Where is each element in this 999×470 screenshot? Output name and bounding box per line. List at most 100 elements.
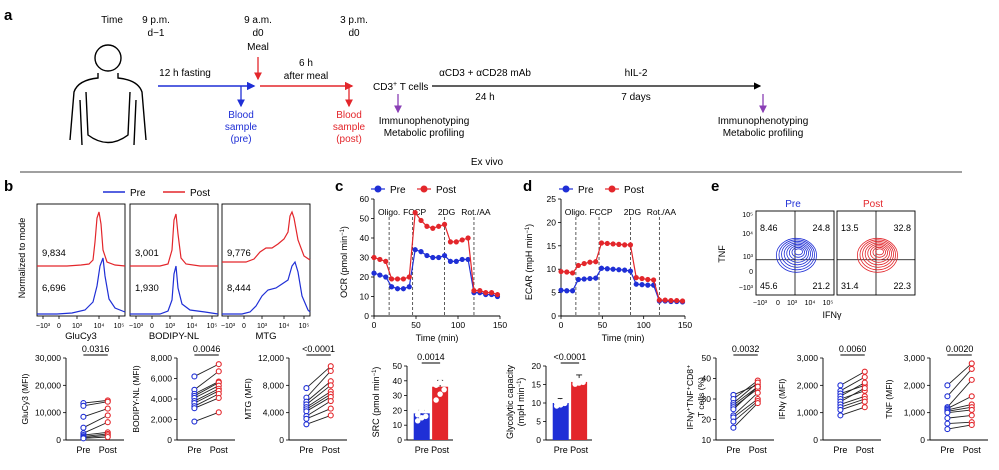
bodipy-pair-line [194,390,219,404]
ocr-ylabel: OCR (pmol min−1) [339,226,349,298]
tnf-mfi-post-point [968,421,975,429]
ecar-injection-label: FCCP [589,207,612,217]
ecar-point-pre [610,266,616,272]
ecar-point-pre [604,266,610,272]
src-data-point [441,386,447,393]
ocr-point-post [389,276,395,282]
panel-a: a Time 9 p.m. d−1 9 a.m. d0 Meal 3 p.m. … [4,7,962,173]
mtg-pre-point [303,385,310,392]
glyco-ytick-label: 15 [532,380,542,390]
ocr-point-pre [371,270,377,276]
flow-post-contour [864,242,892,266]
bodipy-xtick-label: Pre [187,445,201,455]
ecar-point-post [616,241,622,247]
ocr-point-post [453,239,459,245]
glucy3-pair-line [83,421,108,434]
histogram-tick-label: 10⁴ [94,323,105,330]
ocr-xtick-label: 0 [372,320,377,330]
glucy3-xtick-label: Pre [76,445,90,455]
blood-post-l2: sample [333,122,366,133]
ecar-point-pre [558,287,564,293]
ecar-injection-label: Rot./AA [647,207,677,217]
bodipy-post-point [215,361,222,368]
legend-c-post: Post [436,185,456,196]
glyco-data-point [561,397,568,403]
histogram-post-mfi: 9,834 [42,248,66,259]
ocr-point-post [371,254,377,261]
ecar-ytick-label: 5 [551,288,556,298]
ecar-point-pre [587,275,593,282]
ifng-mfi-ylabel: IFNγ (MFI) [777,379,787,420]
mtg-ytick-label: 12,000 [258,353,284,363]
ocr-point-post [418,217,424,224]
flow-pre-contour [794,248,803,256]
ecar-ytick-label: 25 [547,194,557,204]
glucy3-post-point [104,419,111,426]
ocr-point-pre [459,256,465,263]
ifng-mfi-pair-line [840,398,865,408]
histogram-xlabel: MTG [255,331,276,342]
ocr-series-post-line [373,211,498,296]
glucy3-pair-line [83,399,108,404]
glucy3-pair-line [83,434,108,438]
histogram-tick-label: −10³ [221,323,236,330]
tnf-mfi-pre-point [944,382,951,389]
glyco-ytick-label: 10 [532,398,542,408]
ocr-point-post [441,221,448,227]
histogram-post-curve [222,210,311,263]
src-data-point [422,404,429,411]
mtg-ytick-label: 4,000 [263,408,285,418]
legend-d-pre: Pre [578,185,594,196]
glyco-ylabel-d: ) [516,378,526,381]
ocr-ytick-label: 30 [360,253,370,263]
histogram-pre-curve [130,265,219,315]
pct-ytick-label: 10 [702,435,712,445]
histogram-2: 3,001 1,930 −10³ 0 10³ 10⁴ 10⁵ BODIPY-NL [129,203,219,342]
ocr-point-pre [377,272,383,278]
ecar-point-post [645,276,651,283]
panel-c: c Pre Post OCR (pmol min−1) SRC (pmol mi… [335,178,456,437]
histogram-tick-label: 10⁵ [114,323,125,330]
src-data-point [437,391,443,397]
panel-b: b Pre Post Normalized to mode 9,834 6,696… [4,178,311,342]
histogram-xlabel: GluCy3 [65,331,97,342]
time-3-line2: d0 [348,28,360,39]
pct-pair-line [733,386,759,410]
tnf-mfi-pair-line [947,409,972,414]
legend-d-post: Post [624,185,644,196]
meal-label: Meal [247,42,269,53]
pct-ytick-label: 40 [702,374,712,384]
glyco-xtick-label: Pre [554,445,568,455]
tnf-mfi-pre-point [944,409,951,416]
pct-post-point [754,400,761,407]
human-body-icon [69,44,147,146]
pct-ytick-label: 50 [702,353,712,363]
histogram-pre-mfi: 1,930 [135,283,159,294]
pct-pair-line [733,400,759,422]
blood-post-l3: (post) [336,134,362,145]
pct-xtick-label: Pre [726,445,740,455]
glucy3-pre-point [80,435,87,442]
bodipy-xtick-label: Post [210,445,229,455]
histogram-post-mfi: 9,776 [227,248,251,259]
ecar-xtick-label: 0 [559,320,564,330]
ifng-mfi-xtick-label: Post [856,445,875,455]
ecar-point-post [587,259,593,265]
ecar-point-post [627,242,634,248]
ifng-mfi-pair-line [840,387,865,403]
ecar-point-pre [645,282,651,288]
ocr-xtick-label: 50 [411,320,421,330]
ifng-mfi-pair-line [840,382,865,397]
cd3-sup: + [393,81,397,88]
tnf-mfi-p-value: 0.0020 [946,344,974,354]
glyco-bar-post [571,381,588,440]
ocr-point-pre [412,247,418,253]
ecar-point-pre [627,268,634,274]
ocr-ylabel-a: OCR (pmol min [339,236,349,298]
flow-pre-q-lr: 21.2 [812,281,830,291]
tnf-mfi-post-point [968,406,975,413]
bodipy-ytick-label: 8,000 [151,353,173,363]
histogram-pre-curve [37,257,126,315]
ocr-point-post [494,291,501,298]
glucy3-ylabel: GluCy3 (MFI) [20,373,30,424]
